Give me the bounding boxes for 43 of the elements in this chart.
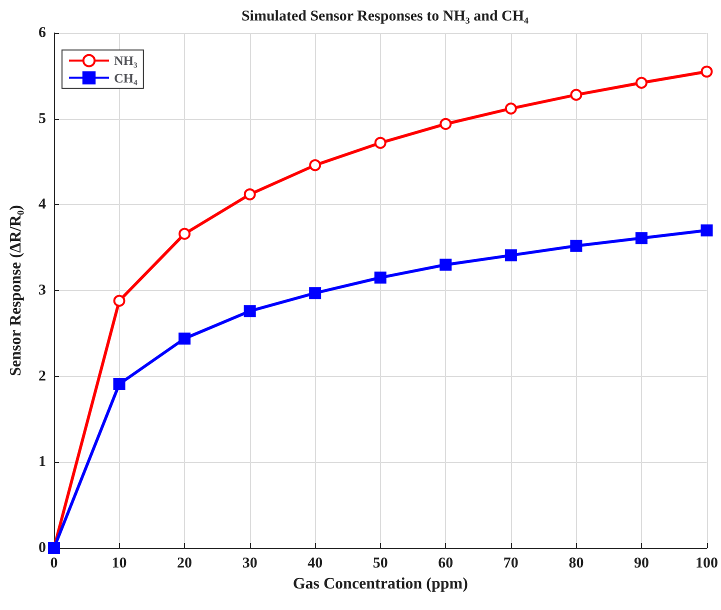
y-tick-label: 4 — [38, 196, 46, 213]
y-tick-label: 2 — [38, 368, 46, 384]
y-tick-label: 6 — [38, 25, 46, 41]
x-tick-label: 100 — [696, 556, 718, 572]
x-tick-label: 20 — [177, 556, 192, 572]
point — [504, 102, 517, 115]
x-tick-label: 30 — [242, 556, 258, 572]
y-tick-label: 5 — [38, 110, 46, 127]
x-tick-label: 90 — [634, 556, 649, 572]
legend-label: NH₃ — [114, 53, 138, 68]
x-axis-title: Gas Concentration (ppm) — [292, 575, 468, 592]
point — [374, 136, 386, 149]
y-tick-label: 3 — [38, 282, 46, 298]
x-tick-label: 80 — [568, 556, 584, 572]
point — [570, 240, 582, 252]
point — [440, 258, 452, 271]
point — [178, 228, 191, 240]
legend-label: CH₄ — [114, 70, 138, 86]
point — [570, 88, 582, 101]
chart-title: Simulated Sensor Responses to NH₃ and CH₄ — [241, 8, 530, 24]
point — [113, 294, 126, 307]
point — [309, 287, 322, 300]
point — [504, 249, 517, 262]
point — [700, 66, 713, 78]
x-tick-label: 0 — [50, 556, 58, 572]
point — [635, 232, 648, 244]
x-tick-label: 50 — [372, 556, 388, 572]
y-axis-title: Sensor Response (ΔR/R₀) — [8, 205, 24, 376]
x-tick-label: 10 — [112, 556, 127, 572]
point — [700, 224, 713, 236]
x-tick-label: 60 — [438, 556, 454, 572]
y-tick-label: 1 — [38, 454, 46, 470]
point — [309, 159, 322, 172]
point — [244, 188, 256, 200]
point — [113, 378, 126, 390]
point — [244, 305, 256, 318]
point — [374, 272, 386, 284]
point — [178, 332, 191, 345]
point — [635, 76, 648, 89]
x-tick-label: 70 — [503, 556, 518, 572]
x-tick-label: 40 — [308, 556, 323, 572]
y-tick-label: 0 — [38, 540, 46, 556]
point — [440, 118, 452, 130]
